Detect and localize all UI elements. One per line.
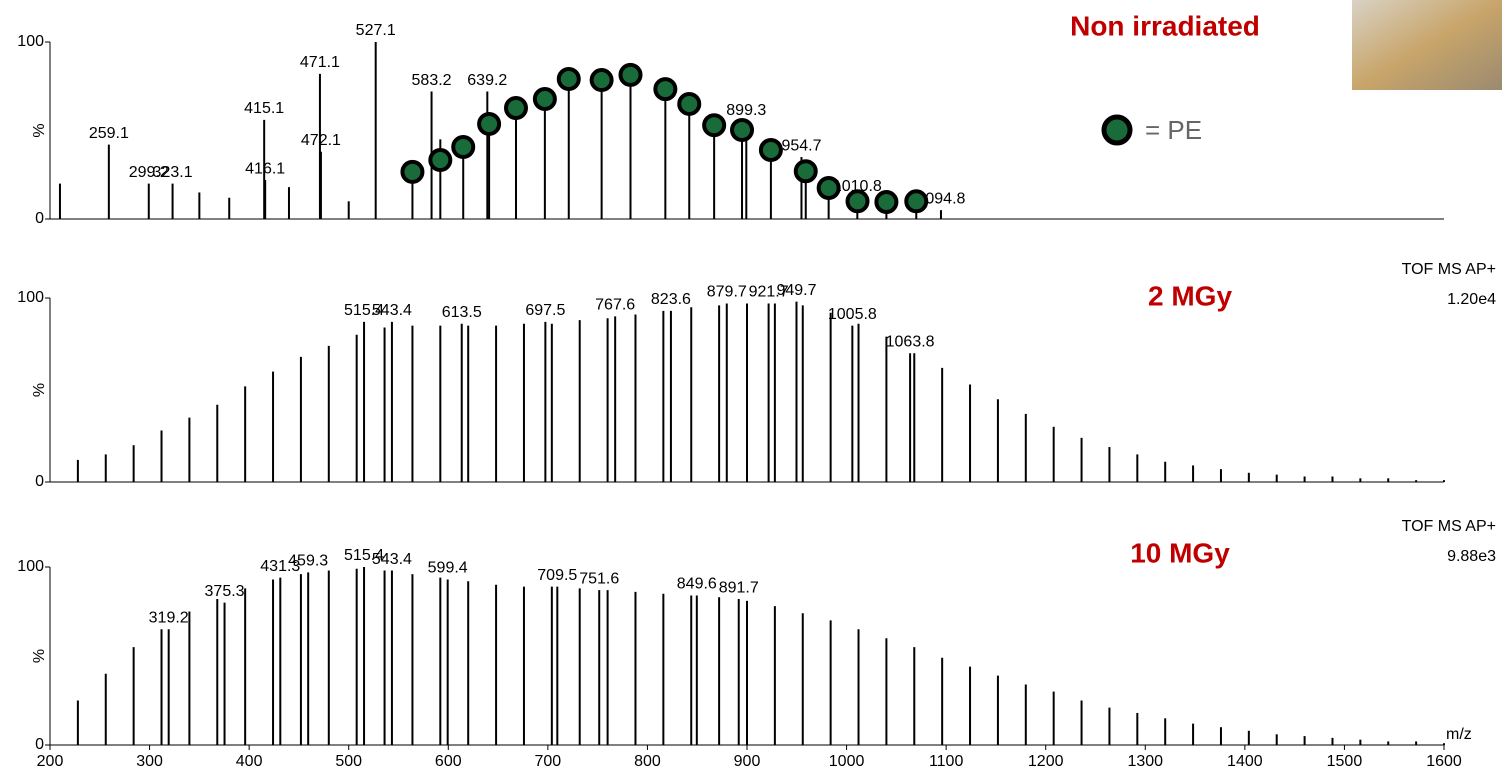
peak-label: 1010.8 [833,178,882,195]
pe-marker [618,62,643,87]
peak-label: 954.7 [781,137,821,154]
y-tick-label: 100 [17,558,44,575]
x-tick-label: 500 [335,753,362,770]
x-tick-label: 900 [734,753,761,770]
peak-label: 823.6 [651,291,691,308]
y-tick-label: 100 [17,33,44,50]
pe-marker [400,159,425,184]
y-tick-label: 0 [35,210,44,227]
x-tick-label: 1500 [1327,753,1363,770]
x-tick-label: 300 [136,753,163,770]
x-tick-label: 1400 [1227,753,1263,770]
peak-label: 583.2 [412,72,452,89]
peak-label: 921.7 [749,284,789,301]
pe-marker [758,137,783,162]
y-tick-label: 0 [35,473,44,490]
pe-marker [589,68,614,93]
peak-label: 899.3 [726,102,766,119]
x-tick-label: 1300 [1127,753,1163,770]
peak-label: 323.1 [153,164,193,181]
pe-marker [702,113,727,138]
peak-label: 879.7 [707,284,747,301]
x-axis-label: m/z [1446,726,1472,743]
panel-title: 10 MGy [1130,537,1230,568]
annotation: TOF MS AP+ [1402,261,1496,278]
x-tick-label: 200 [37,753,64,770]
y-axis-label: % [31,123,48,137]
peak-label: 375.3 [205,583,245,600]
peak-label: 709.5 [537,567,577,584]
panel-title: Non irradiated [1070,10,1260,41]
peak-label: 1005.8 [828,306,877,323]
sample-photo [1352,0,1502,90]
x-tick-label: 1100 [929,753,964,770]
pe-marker [904,189,929,214]
annotation: 1.20e4 [1447,291,1496,308]
x-tick-label: 1000 [829,753,865,770]
x-tick-label: 700 [535,753,562,770]
peak-label: 949.7 [776,282,816,299]
peak-label: 415.1 [244,100,284,117]
peak-label: 299.2 [129,164,169,181]
peak-label: 543.4 [372,302,412,319]
peak-label: 767.6 [595,297,635,314]
pe-marker [816,176,841,201]
pe-marker [451,134,476,159]
peak-label: 849.6 [677,576,717,593]
peak-label: 515.4 [344,547,384,564]
x-tick-label: 800 [634,753,661,770]
pe-marker [503,96,528,121]
x-tick-label: 400 [236,753,263,770]
x-tick-label: 1200 [1028,753,1064,770]
peak-label: 1063.8 [886,333,935,350]
peak-label: 459.3 [288,553,328,570]
pe-marker [730,117,755,142]
legend-label: = PE [1145,115,1202,145]
y-tick-label: 0 [35,736,44,753]
peak-label: 416.1 [245,160,285,177]
pe-marker [677,91,702,116]
y-axis-label: % [31,383,48,397]
peak-label: 697.5 [525,302,565,319]
peak-label: 751.6 [579,570,619,587]
peak-label: 259.1 [89,125,129,142]
annotation: 9.88e3 [1447,548,1496,565]
peak-label: 527.1 [356,22,396,39]
annotation: TOF MS AP+ [1402,518,1496,535]
pe-marker [477,111,502,136]
x-tick-label: 1600 [1426,753,1462,770]
legend-marker [1101,114,1133,146]
peak-label: 515.4 [344,302,384,319]
panel-title: 2 MGy [1148,280,1232,311]
pe-marker [428,148,453,173]
peak-label: 471.1 [300,54,340,71]
peak-label: 431.3 [260,558,300,575]
pe-marker [874,190,899,215]
pe-marker [532,86,557,111]
pe-marker [793,159,818,184]
peak-label: 891.7 [719,579,759,596]
peak-label: 319.2 [149,610,189,627]
y-axis-label: % [31,649,48,663]
y-tick-label: 100 [17,289,44,306]
peak-label: 1094.8 [916,190,965,207]
x-tick-label: 600 [435,753,462,770]
pe-marker [845,189,870,214]
peak-label: 613.5 [442,304,482,321]
pe-marker [556,66,581,91]
pe-marker [653,77,678,102]
peak-label: 543.4 [372,551,412,568]
peak-label: 639.2 [467,72,507,89]
peak-label: 599.4 [428,560,468,577]
peak-label: 472.1 [301,132,341,149]
